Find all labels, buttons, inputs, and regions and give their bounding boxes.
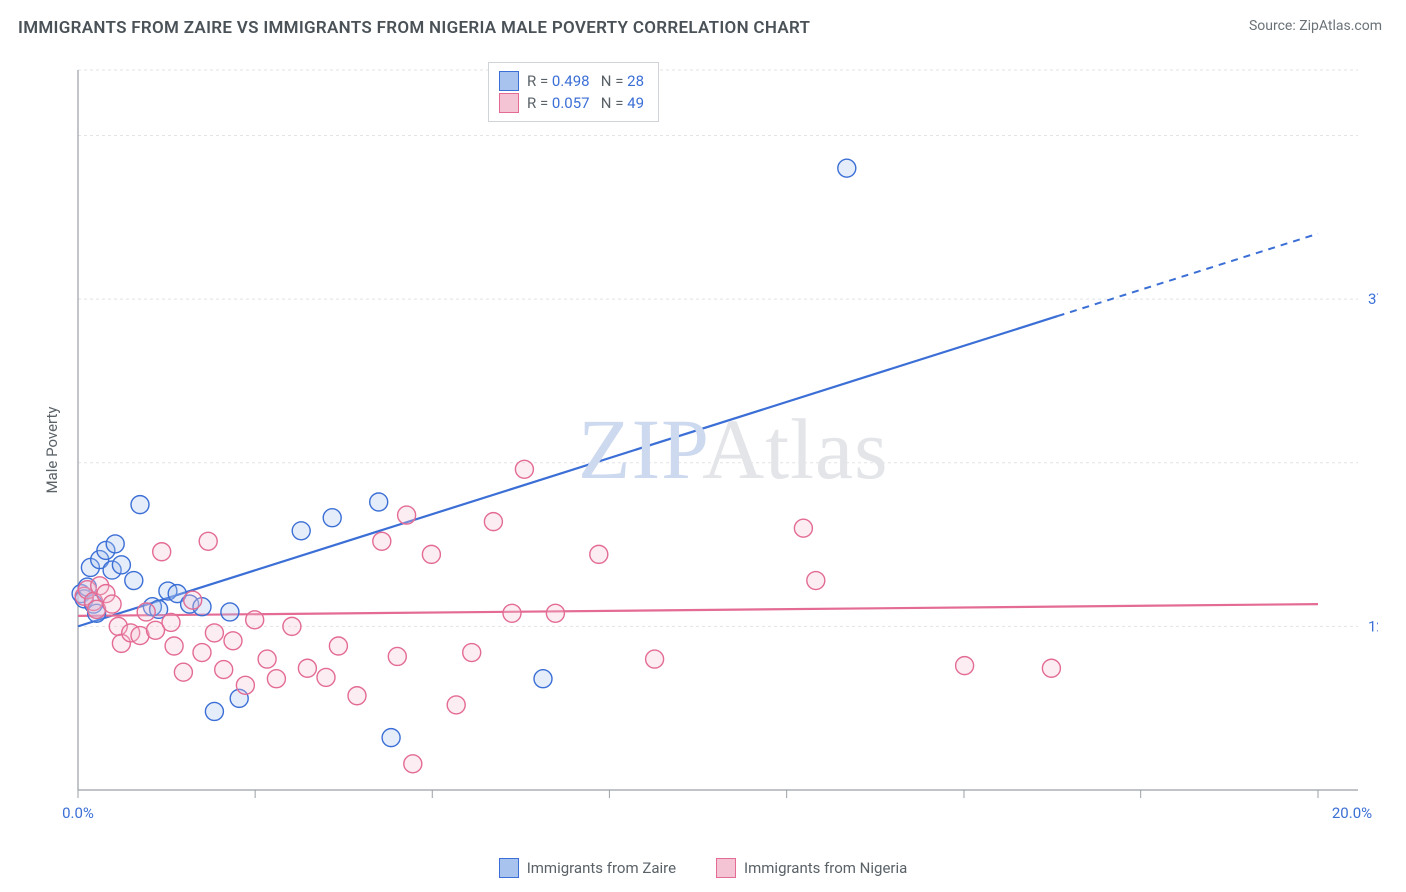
legend-swatch [499,71,519,91]
data-point [205,624,223,642]
data-point [1042,659,1060,677]
data-point [236,676,254,694]
legend-row: R = 0.498 N = 28 [499,71,644,91]
data-point [348,687,366,705]
data-point [292,522,310,540]
data-point [463,644,481,662]
data-point [484,513,502,531]
data-point [590,545,608,563]
data-point [184,591,202,609]
legend-swatch [499,93,519,113]
data-point [956,657,974,675]
data-point [103,595,121,613]
data-point [258,650,276,668]
data-point [546,604,564,622]
data-point [794,519,812,537]
y-tick-label: 12.5% [1368,617,1378,635]
data-point [267,670,285,688]
legend-text: R = 0.498 N = 28 [527,72,644,90]
data-point [137,603,155,621]
series-legend: Immigrants from Zaire Immigrants from Nig… [0,858,1406,878]
scatter-chart: 12.5% 37.5% 0.0% 20.0% [48,60,1378,840]
data-point [382,729,400,747]
data-point [398,506,416,524]
data-point [646,650,664,668]
data-point [174,663,192,681]
data-point [162,613,180,631]
data-point [534,670,552,688]
legend-item: Immigrants from Nigeria [716,858,907,878]
y-tick-label: 37.5% [1368,290,1378,308]
data-point [131,496,149,514]
data-point [106,535,124,553]
source-label: Source: [1249,18,1299,34]
data-point [193,644,211,662]
data-point [205,702,223,720]
data-point [224,632,242,650]
legend-row: R = 0.057 N = 49 [499,93,644,113]
data-point [807,572,825,590]
data-point [404,755,422,773]
source-citation: Source: ZipAtlas.com [1249,18,1382,34]
data-point [503,604,521,622]
data-point [317,668,335,686]
chart-title: IMMIGRANTS FROM ZAIRE VS IMMIGRANTS FROM… [18,18,810,38]
data-point [221,603,239,621]
data-point [153,543,171,561]
data-point [323,509,341,527]
correlation-legend: R = 0.498 N = 28 R = 0.057 N = 49 [488,62,659,122]
data-point [125,572,143,590]
plot-container: Male Poverty 12.5%37.5%0.0%20.0% R = 0.4… [48,60,1378,840]
legend-item: Immigrants from Zaire [499,858,676,878]
data-point [165,637,183,655]
data-point [246,611,264,629]
data-point [283,617,301,635]
data-point [447,696,465,714]
legend-swatch [499,858,519,878]
data-point [112,556,130,574]
data-point [370,493,388,511]
data-point [838,159,856,177]
data-point [215,661,233,679]
data-point [373,532,391,550]
legend-swatch [716,858,736,878]
legend-label: Immigrants from Zaire [527,859,676,877]
legend-text: R = 0.057 N = 49 [527,94,644,112]
data-point [515,460,533,478]
x-tick-label: 0.0% [62,804,94,822]
data-point [422,545,440,563]
legend-label: Immigrants from Nigeria [744,859,907,877]
data-point [329,637,347,655]
data-point [388,647,406,665]
data-point [199,532,217,550]
data-point [298,659,316,677]
x-tick-label: 20.0% [1332,804,1372,822]
source-value: ZipAtlas.com [1299,18,1382,34]
